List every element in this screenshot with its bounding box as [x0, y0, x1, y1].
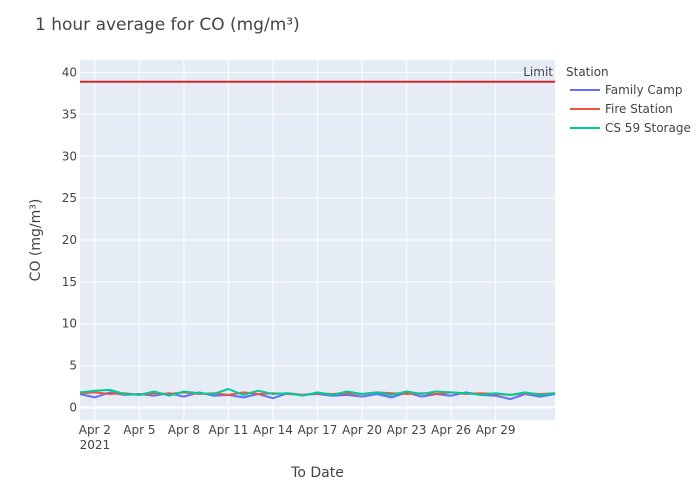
y-tick-label: 15	[62, 275, 77, 289]
x-axis-title: To Date	[290, 465, 344, 481]
x-tick-label: Apr 17	[298, 423, 338, 437]
y-tick-label: 5	[69, 359, 77, 373]
legend[interactable]: Station Family Camp Fire Station CS 59 Sto…	[566, 65, 691, 135]
y-tick-label: 30	[62, 149, 77, 163]
y-tick-label: 35	[62, 107, 77, 121]
y-tick-label: 0	[69, 400, 77, 414]
x-tick-label: Apr 23	[387, 423, 427, 437]
legend-title: Station	[566, 65, 609, 79]
x-tick-label: Apr 2	[79, 423, 111, 437]
x-tick-label: Apr 14	[253, 423, 293, 437]
series-line	[79, 388, 556, 397]
series-lines	[79, 388, 556, 401]
y-tick-label: 10	[62, 317, 77, 331]
y-axis-title: CO (mg/m³)	[28, 199, 44, 282]
legend-item[interactable]: CS 59 Storage	[570, 121, 691, 135]
x-tick-label: Apr 5	[123, 423, 155, 437]
legend-item[interactable]: Family Camp	[570, 83, 682, 97]
x-tick-label: Apr 29	[476, 423, 516, 437]
x-tick-label: Apr 8	[168, 423, 200, 437]
y-tick-label: 20	[62, 233, 77, 247]
y-tick-label: 40	[62, 66, 77, 80]
x-tick-sublabel: 2021	[80, 438, 111, 452]
legend-label: CS 59 Storage	[605, 121, 691, 135]
limit-label: Limit	[523, 65, 553, 79]
grid	[80, 60, 555, 420]
chart-title: 1 hour average for CO (mg/m³)	[35, 15, 300, 35]
x-tick-label: Apr 26	[431, 423, 471, 437]
legend-label: Family Camp	[605, 83, 682, 97]
legend-label: Fire Station	[605, 102, 673, 116]
y-axis-ticks: 0 5 10 15 20 25 30 35 40	[62, 66, 77, 415]
legend-item[interactable]: Fire Station	[570, 102, 673, 116]
x-tick-label: Apr 20	[342, 423, 382, 437]
y-tick-label: 25	[62, 191, 77, 205]
x-tick-label: Apr 11	[209, 423, 249, 437]
